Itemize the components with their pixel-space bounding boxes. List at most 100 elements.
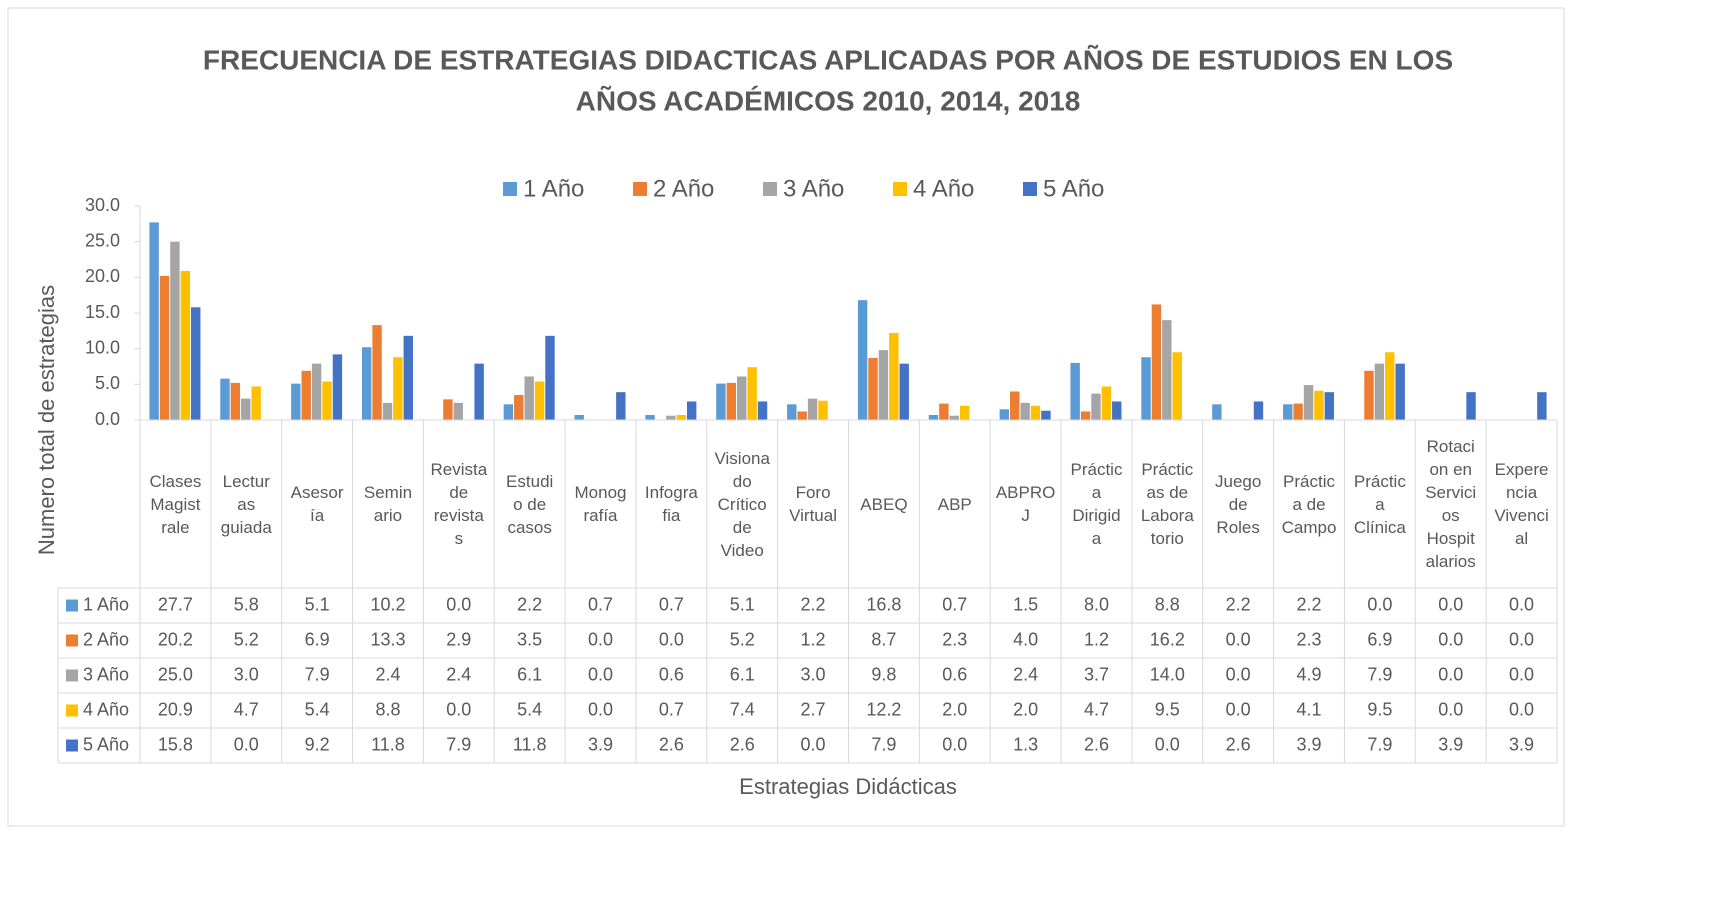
legend-label: 2 Año	[653, 175, 714, 202]
y-axis-title: Numero total de estrategias	[34, 285, 59, 555]
bar	[251, 386, 261, 420]
table-value: 20.9	[158, 699, 193, 719]
bar	[159, 275, 170, 420]
table-value: 0.6	[659, 664, 684, 684]
category-cell: Práctic a de Campo	[1281, 471, 1337, 537]
legend-key	[66, 704, 78, 717]
x-tick-label: ABEQ	[860, 494, 908, 514]
table-value: 8.8	[1155, 594, 1180, 614]
bar	[1091, 393, 1101, 420]
legend-key	[66, 634, 78, 647]
table-value: 9.5	[1155, 699, 1180, 719]
x-tick-label: Lectur as guiada	[220, 471, 272, 537]
category-cell: Monog rafía	[574, 483, 627, 525]
row-label: 2 Año	[83, 629, 129, 649]
x-tick-label: Infogra fia	[644, 483, 698, 525]
y-tick-label: 0.0	[95, 409, 120, 429]
table-value: 2.3	[1297, 629, 1322, 649]
y-tick-label: 15.0	[85, 302, 120, 322]
row-label: 1 Año	[83, 594, 129, 614]
table-value: 9.2	[305, 734, 330, 754]
x-tick-label: Práctic a de Campo	[1281, 471, 1337, 537]
table-value: 16.8	[866, 594, 901, 614]
category-cell: Práctic a Clínica	[1353, 471, 1406, 537]
bar	[1395, 363, 1405, 420]
table-value: 0.0	[1438, 699, 1463, 719]
table-value: 2.2	[1226, 594, 1251, 614]
bar	[1010, 391, 1020, 420]
bar	[737, 376, 747, 420]
bar	[311, 363, 322, 420]
table-value: 0.0	[588, 629, 613, 649]
table-value: 10.2	[370, 594, 405, 614]
bar	[818, 400, 828, 420]
table-value: 27.7	[158, 594, 193, 614]
table-value: 5.2	[234, 629, 259, 649]
table-value: 2.2	[517, 594, 542, 614]
table-value: 2.6	[730, 734, 755, 754]
x-tick-label: Semin ario	[363, 483, 413, 525]
bar	[332, 354, 343, 420]
bar	[787, 404, 797, 420]
table-value: 0.0	[1509, 629, 1534, 649]
bar	[170, 241, 180, 420]
legend-swatch	[893, 182, 907, 196]
table-value: 11.8	[513, 734, 547, 754]
table-value: 2.3	[942, 629, 967, 649]
y-tick-label: 25.0	[85, 230, 120, 250]
category-cell: Foro Virtual	[789, 483, 837, 525]
bar	[928, 415, 939, 420]
table-value: 7.9	[871, 734, 896, 754]
table-value: 3.0	[801, 664, 826, 684]
x-tick-label: ABPRO J	[995, 483, 1056, 525]
table-value: 4.0	[1013, 629, 1038, 649]
table-value: 0.7	[659, 594, 684, 614]
table-value: 7.9	[446, 734, 471, 754]
bar	[403, 335, 413, 420]
y-tick-label: 10.0	[85, 337, 120, 357]
x-tick-label: Práctic a Clínica	[1353, 471, 1406, 537]
bar	[1041, 410, 1051, 420]
table-value: 1.3	[1013, 734, 1038, 754]
table-value: 14.0	[1150, 664, 1185, 684]
legend-label: 5 Año	[1043, 175, 1104, 202]
table-value: 5.4	[517, 699, 542, 719]
bar	[1385, 352, 1395, 420]
bar	[857, 300, 868, 420]
x-tick-label: Estudi o de casos	[506, 471, 554, 537]
table-value: 0.0	[1367, 594, 1392, 614]
legend-swatch	[633, 182, 647, 196]
bar	[716, 383, 726, 420]
bar	[1030, 405, 1041, 420]
x-tick-label: Revista de revista s	[430, 460, 488, 548]
table-value: 2.4	[375, 664, 400, 684]
table-value: 0.0	[234, 734, 259, 754]
legend-label: 3 Año	[783, 175, 844, 202]
legend-swatch	[1023, 182, 1037, 196]
bar	[191, 307, 201, 420]
table-value: 0.0	[1226, 699, 1251, 719]
y-tick-label: 20.0	[85, 266, 120, 286]
table-value: 2.9	[446, 629, 471, 649]
table-value: 16.2	[1150, 629, 1185, 649]
bar	[453, 402, 464, 420]
table-value: 3.5	[517, 629, 542, 649]
bar	[545, 335, 555, 420]
table-value: 7.9	[1367, 734, 1392, 754]
table-value: 3.9	[1297, 734, 1322, 754]
table-value: 7.9	[1367, 664, 1392, 684]
table-value: 2.6	[1226, 734, 1251, 754]
bar	[1324, 392, 1335, 420]
legend-swatch	[763, 182, 777, 196]
bar	[676, 415, 686, 420]
bar	[382, 402, 393, 420]
bar	[999, 409, 1010, 420]
chart-title: AÑOS ACADÉMICOS 2010, 2014, 2018	[576, 85, 1081, 116]
table-value: 11.8	[371, 734, 405, 754]
bar	[959, 405, 970, 420]
bar	[1374, 363, 1385, 420]
table-value: 7.9	[305, 664, 330, 684]
table-value: 2.6	[1084, 734, 1109, 754]
bar	[686, 401, 697, 420]
x-tick-label: Monog rafía	[574, 483, 627, 525]
